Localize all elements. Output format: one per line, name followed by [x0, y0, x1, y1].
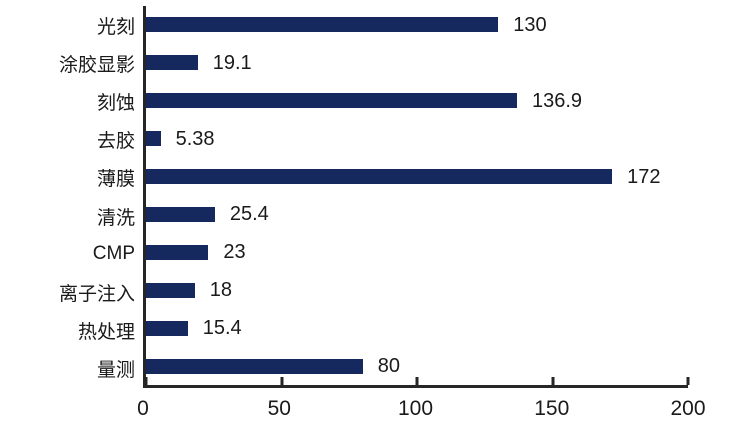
- bar-row: 172: [146, 158, 688, 196]
- bar: [146, 55, 198, 71]
- bar-row: 23: [146, 233, 688, 271]
- x-tick-mark: [415, 377, 419, 385]
- category-label: CMP: [92, 243, 135, 265]
- x-tick-label: 150: [534, 397, 570, 420]
- bar: [146, 320, 188, 336]
- category-label: 涂胶显影: [58, 54, 135, 76]
- x-tick-mark: [280, 377, 283, 385]
- value-label: 18: [209, 279, 233, 302]
- bar: [146, 244, 209, 260]
- value-label: 19.1: [212, 51, 252, 74]
- category-label: 去胶: [96, 131, 135, 153]
- category-label: 离子注入: [58, 284, 135, 306]
- bar-row: 5.38: [146, 120, 688, 158]
- value-label: 136.9: [531, 89, 583, 112]
- value-label: 25.4: [229, 203, 269, 226]
- bar: [146, 93, 517, 109]
- x-tick-label: 0: [137, 397, 149, 420]
- x-tick-label: 100: [397, 397, 434, 420]
- bar: [146, 131, 161, 147]
- x-tick-label: 50: [267, 397, 291, 420]
- category-label: 刻蚀: [96, 93, 135, 114]
- value-label: 23: [223, 241, 246, 264]
- value-label: 80: [377, 355, 401, 378]
- category-label: 薄膜: [96, 169, 135, 191]
- category-label: 光刻: [96, 16, 135, 38]
- value-label: 130: [513, 13, 547, 36]
- x-axis-tick-labels: 0 50 100 150 200: [137, 394, 705, 428]
- bar: [146, 206, 215, 222]
- bar: [146, 169, 613, 185]
- bar-row: 19.1: [146, 44, 688, 82]
- bar: [146, 282, 195, 298]
- x-tick-mark: [686, 377, 690, 385]
- category-axis: 光刻涂胶显影刻蚀去胶薄膜清洗 CMP 离子注入热处理量测: [0, 6, 135, 388]
- bar: [146, 17, 499, 33]
- bar: [146, 358, 363, 374]
- bar-row: 136.9: [146, 82, 688, 120]
- bar-row: 80: [146, 347, 688, 385]
- plot-area: 130 19.1 136.9 5.38 172 25.4 23 18 15.4 80: [143, 6, 690, 388]
- x-tick-mark: [551, 377, 554, 385]
- value-label: 15.4: [202, 317, 242, 340]
- category-label: 清洗: [96, 207, 135, 229]
- category-label: 量测: [96, 360, 135, 382]
- bar-rows: 130 19.1 136.9 5.38 172 25.4 23 18 15.4 80: [146, 6, 688, 385]
- bar-row: 130: [146, 6, 688, 44]
- bar-row: 25.4: [146, 196, 688, 234]
- value-label: 5.38: [175, 127, 215, 150]
- x-tick-label: 200: [670, 397, 706, 420]
- category-label: 热处理: [77, 322, 135, 344]
- x-tick-mark: [144, 377, 148, 385]
- bar-row: 15.4: [146, 309, 688, 347]
- bar-row: 18: [146, 271, 688, 309]
- value-label: 172: [627, 165, 661, 188]
